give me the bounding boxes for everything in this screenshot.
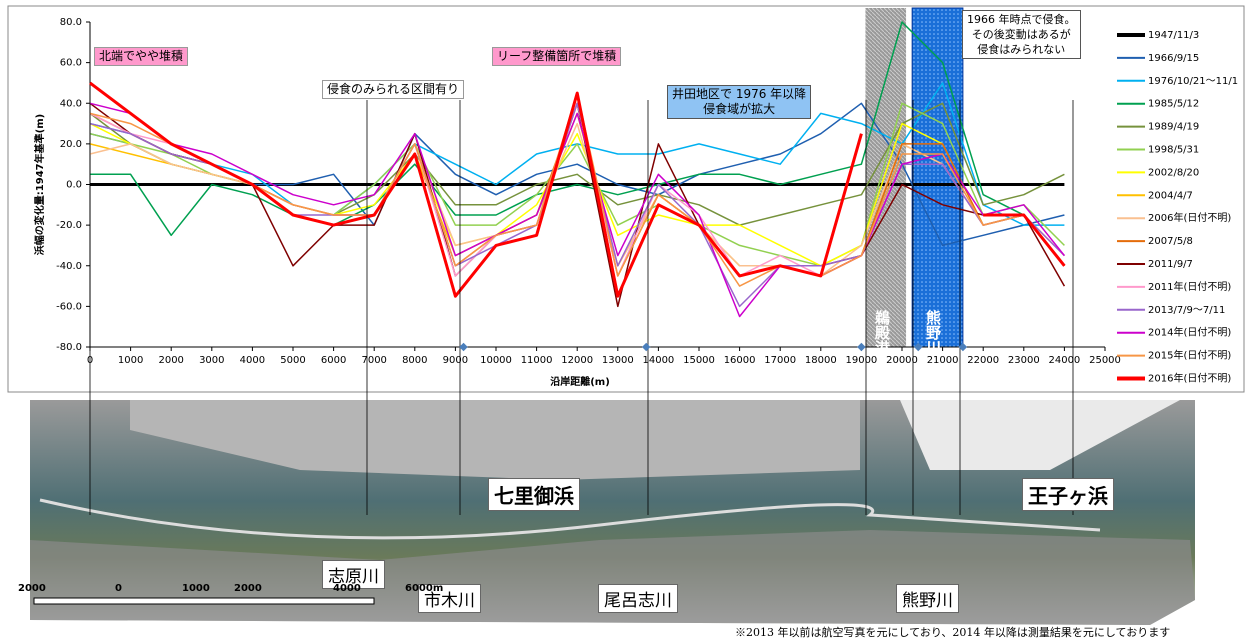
scale-label: 0 <box>115 583 122 594</box>
photo-label: 七里御浜 <box>488 478 580 511</box>
x-tick-label: 15000 <box>683 355 715 366</box>
legend-label: 1966/9/15 <box>1148 53 1199 64</box>
legend-label: 2014年(日付不明) <box>1148 326 1231 339</box>
legend-label: 2013/7/9～7/11 <box>1148 305 1225 316</box>
marker <box>641 342 651 352</box>
x-tick-label: 6000 <box>321 355 346 366</box>
annotation: リーフ整備箇所で堆積 <box>492 47 622 66</box>
annotation: 熊野川 <box>924 310 942 355</box>
x-tick-label: 3000 <box>199 355 224 366</box>
river-zone <box>911 7 964 348</box>
x-tick-label: 5000 <box>280 355 305 366</box>
y-tick-label: 20.0 <box>60 139 82 150</box>
scale-label: 2000 <box>18 583 46 594</box>
marker <box>857 342 866 352</box>
legend-label: 2011/9/7 <box>1148 259 1193 270</box>
scale-bar <box>33 597 375 605</box>
photo-label: 尾呂志川 <box>598 584 678 613</box>
annotation: 井田地区で 1976 年以降 侵食域が拡大 <box>667 85 812 119</box>
series-line <box>89 102 1065 318</box>
x-tick-label: 19000 <box>845 355 877 366</box>
x-tick-label: 7000 <box>361 355 386 366</box>
x-tick-label: 13000 <box>602 355 634 366</box>
x-tick-label: 11000 <box>521 355 553 366</box>
x-tick-label: 9000 <box>443 355 468 366</box>
x-tick-label: 24000 <box>1048 355 1080 366</box>
annotation: 1966 年時点で侵食。 その後変動はあるが 侵食はみられない <box>962 10 1081 59</box>
photo-label: 市木川 <box>418 584 481 613</box>
legend-label: 2004/4/7 <box>1148 190 1193 201</box>
x-tick-label: 22000 <box>967 355 999 366</box>
x-tick-label: 8000 <box>402 355 427 366</box>
x-tick-label: 12000 <box>561 355 593 366</box>
scale-label: 1000 <box>182 583 210 594</box>
y-tick-label: 80.0 <box>60 17 82 28</box>
marker <box>913 342 923 352</box>
y-tick-label: -40.0 <box>56 261 82 272</box>
x-tick-label: 2000 <box>158 355 183 366</box>
x-tick-label: 20000 <box>886 355 918 366</box>
legend-label: 2016年(日付不明) <box>1148 372 1231 385</box>
chart-frame <box>7 5 1245 393</box>
x-tick-label: 21000 <box>927 355 959 366</box>
legend-label: 2006年(日付不明) <box>1148 211 1231 224</box>
scale-label: 6000m <box>405 583 444 594</box>
scale-label: 4000 <box>333 583 361 594</box>
marker <box>459 342 468 352</box>
footnote: ※2013 年以前は航空写真を元にしており、2014 年以降は測量結果を元にして… <box>735 626 1171 639</box>
x-axis-label: 沿岸距離(m) <box>550 375 610 388</box>
x-tick-label: 25000 <box>1089 355 1121 366</box>
y-tick-label: 40.0 <box>60 98 82 109</box>
x-tick-label: 14000 <box>642 355 674 366</box>
port-zone <box>865 8 907 347</box>
legend-label: 2011年(日付不明) <box>1148 280 1231 293</box>
y-tick-label: 0.0 <box>66 180 82 191</box>
annotation: 北端でやや堆積 <box>94 47 189 66</box>
x-tick-label: 23000 <box>1008 355 1040 366</box>
y-tick-label: -60.0 <box>56 301 82 312</box>
legend-label: 1989/4/19 <box>1148 122 1199 133</box>
annotation: 侵食のみられる区間有り <box>322 80 465 99</box>
annotation: 鵜殿港 <box>873 310 891 355</box>
photo-label: 王子ヶ浜 <box>1022 478 1114 511</box>
x-tick-label: 4000 <box>240 355 265 366</box>
x-tick-label: 18000 <box>805 355 837 366</box>
photo-label: 熊野川 <box>896 584 959 613</box>
legend-label: 2015年(日付不明) <box>1148 349 1231 362</box>
series-line <box>90 21 1065 267</box>
marker <box>958 342 968 352</box>
x-tick-label: 10000 <box>480 355 512 366</box>
scale-label: 2000 <box>234 583 262 594</box>
legend-label: 1998/5/31 <box>1148 145 1199 156</box>
photo-label: 志原川 <box>322 560 385 589</box>
y-tick-label: 60.0 <box>60 58 82 69</box>
legend-label: 2002/8/20 <box>1148 167 1199 178</box>
y-tick-label: -80.0 <box>56 342 82 353</box>
x-tick-label: 1000 <box>118 355 143 366</box>
y-axis-label: 浜幅の変化量:1947年基準(m) <box>33 114 46 255</box>
y-tick-label: -20.0 <box>56 220 82 231</box>
x-tick-label: 16000 <box>724 355 756 366</box>
series-line <box>89 81 1066 298</box>
legend-label: 1985/5/12 <box>1148 99 1199 110</box>
legend-label: 1947/11/3 <box>1148 30 1199 41</box>
x-tick-label: 17000 <box>764 355 796 366</box>
legend-label: 1976/10/21～11/1 <box>1148 76 1238 87</box>
legend-label: 2007/5/8 <box>1148 236 1193 247</box>
